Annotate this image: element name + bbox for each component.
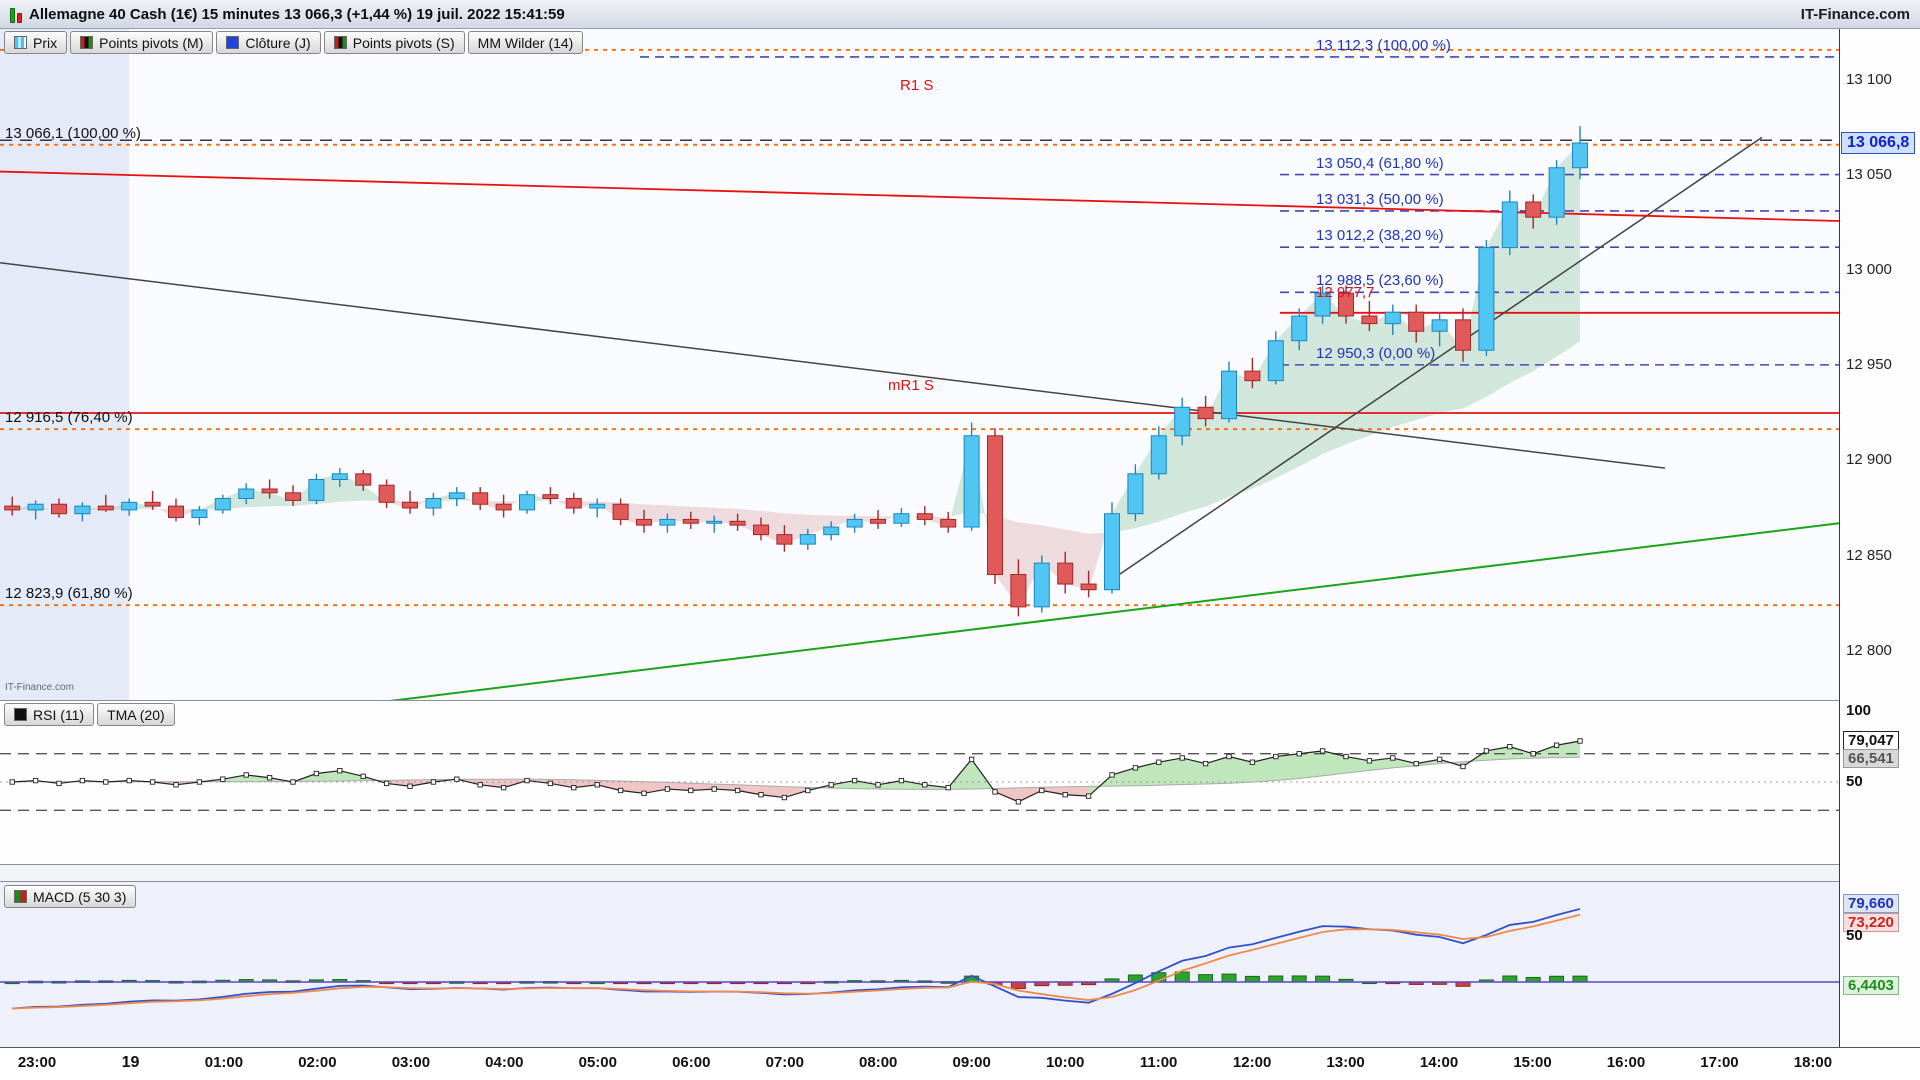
watermark: IT-Finance.com (5, 682, 74, 693)
legend-button-cl-ture-j-[interactable]: Clôture (J) (216, 31, 321, 54)
price-axis-label: 13 100 (1846, 71, 1892, 89)
legend-label: Points pivots (S) (352, 34, 455, 51)
candles-icon (14, 36, 27, 49)
legend-label: Prix (33, 34, 58, 51)
time-label: 11:00 (1139, 1054, 1178, 1071)
pivot-name-label: 12 977,7 (1316, 283, 1375, 301)
legend-button-points-pivots-m-[interactable]: Points pivots (M) (70, 31, 214, 54)
pivots-icon (333, 36, 347, 49)
price-axis-label: 12 950 (1846, 356, 1892, 374)
legend-label: MM Wilder (14) (477, 34, 574, 51)
time-label: 12:00 (1232, 1054, 1272, 1071)
macd-icon (14, 890, 27, 903)
fib-level-label: 13 012,2 (38,20 %) (1316, 227, 1444, 245)
fib-level-label: 12 950,3 (0,00 %) (1316, 344, 1436, 362)
macd-value-label: 73,220 (1843, 913, 1899, 933)
price-axis-label: 12 850 (1846, 546, 1892, 564)
macd-panel-background (0, 882, 1839, 1047)
panel-separator (0, 864, 1920, 882)
time-label: 08:00 (859, 1054, 898, 1071)
pivot-level-label: 12 916,5 (76,40 %) (5, 409, 133, 427)
legend-label: Clôture (J) (245, 34, 311, 51)
macd-plot[interactable] (0, 882, 1839, 1047)
time-label: 17:00 (1700, 1054, 1739, 1071)
time-label: 03:00 (391, 1054, 431, 1071)
price-axis-label: 13 000 (1846, 261, 1892, 279)
legend-label: RSI (11) (33, 706, 85, 723)
time-axis (0, 1047, 1920, 1080)
time-label: 10:00 (1045, 1054, 1085, 1071)
fib-level-label: 13 031,3 (50,00 %) (1316, 190, 1444, 208)
legend-button-prix[interactable]: Prix (4, 31, 68, 54)
time-label: 04:00 (485, 1054, 524, 1071)
time-label: 16:00 (1606, 1054, 1646, 1071)
legend-bar: Prix Points pivots (M) Clôture (J) Points p… (4, 31, 584, 54)
macd-value-label: 6,4403 (1843, 976, 1899, 996)
brand-label: IT-Finance.com (1800, 5, 1910, 23)
macd-value-label: 79,660 (1843, 894, 1899, 914)
legend-button-mm-wilder-14-[interactable]: MM Wilder (14) (467, 31, 584, 54)
price-axis-column (1839, 29, 1920, 1047)
rsi-axis-label: 100 (1846, 702, 1872, 720)
pivot-level-label: 12 823,9 (61,80 %) (5, 585, 133, 603)
time-label: 06:00 (672, 1054, 711, 1071)
price-plot[interactable] (0, 29, 1839, 700)
rsi-value-badge: 66,541 (1843, 748, 1899, 768)
rsi-icon (14, 708, 27, 721)
close-icon (226, 36, 240, 49)
time-label: 23:00 (17, 1054, 57, 1071)
legend-button-tma-20-[interactable]: TMA (20) (97, 703, 175, 726)
time-label: 01:00 (204, 1054, 244, 1071)
pivot-name-label: R1 S (900, 76, 934, 94)
price-axis-label: 12 900 (1846, 451, 1892, 469)
time-label: 05:00 (578, 1054, 617, 1071)
legend-bar: MACD (5 30 3) (4, 885, 137, 908)
pivot-level-label: 13 066,1 (100,00 %) (5, 124, 141, 142)
time-label: 19 (121, 1054, 140, 1071)
price-axis-label: 12 800 (1846, 641, 1892, 659)
time-label: 18:00 (1793, 1054, 1833, 1071)
time-label: 09:00 (952, 1054, 991, 1071)
rsi-axis-label: 50 (1846, 773, 1863, 790)
legend-button-macd-5-30-3-[interactable]: MACD (5 30 3) (4, 885, 137, 908)
time-label: 15:00 (1513, 1054, 1552, 1071)
legend-button-points-pivots-s-[interactable]: Points pivots (S) (323, 31, 465, 54)
instrument-title: Allemagne 40 Cash (1€) 15 minutes 13 066… (29, 5, 565, 23)
legend-button-rsi-11-[interactable]: RSI (11) (4, 703, 95, 726)
rsi-plot[interactable] (0, 700, 1839, 864)
legend-label: MACD (5 30 3) (33, 888, 127, 905)
time-label: 13:00 (1326, 1054, 1365, 1071)
time-label: 14:00 (1419, 1054, 1459, 1071)
fib-level-label: 13 050,4 (61,80 %) (1316, 154, 1444, 172)
legend-label: Points pivots (M) (99, 34, 204, 51)
app-logo-icon (10, 6, 22, 23)
price-axis-label: 13 050 (1846, 166, 1892, 184)
pivot-name-label: mR1 S (888, 376, 934, 394)
time-label: 07:00 (765, 1054, 804, 1071)
rsi-value-badge: 79,047 (1843, 730, 1899, 750)
time-label: 02:00 (298, 1054, 337, 1071)
pivots-icon (80, 36, 94, 49)
last-price-badge: 13 066,8 (1841, 132, 1916, 155)
legend-bar: RSI (11) TMA (20) (4, 703, 175, 726)
title-bar: Allemagne 40 Cash (1€) 15 minutes 13 066… (0, 0, 1920, 29)
fib-level-label: 13 112,3 (100,00 %) (1316, 36, 1451, 54)
fib-level-label: 12 988,5 (23,60 %) (1316, 272, 1444, 290)
legend-label: TMA (20) (107, 706, 165, 723)
macd-value-label: 50 (1846, 927, 1863, 944)
